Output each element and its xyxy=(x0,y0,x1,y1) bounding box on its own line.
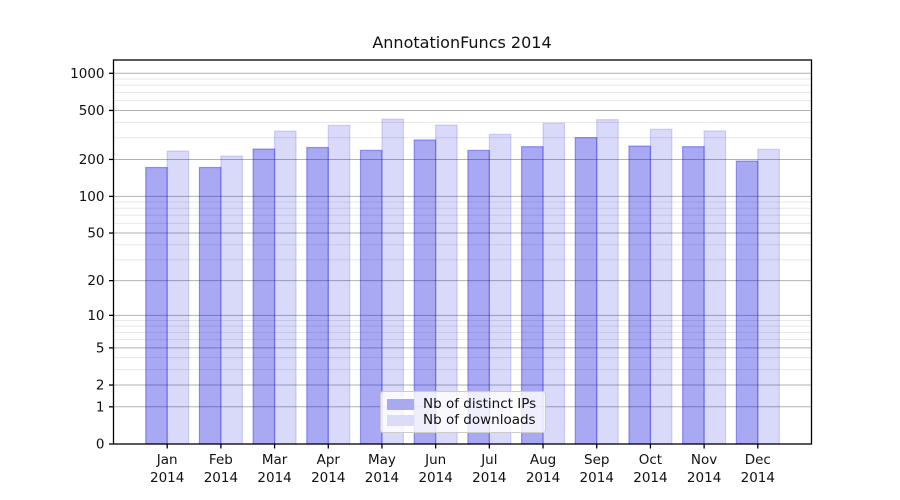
bar-distinct-ips-oct xyxy=(628,145,652,445)
bar-distinct-ips-jan xyxy=(145,166,168,445)
x-tick-label: Apr xyxy=(317,452,341,468)
bar-distinct-ips-sep xyxy=(574,136,598,445)
bar-distinct-ips-dec xyxy=(735,160,759,445)
x-tick-label: Nov xyxy=(691,452,717,468)
bar-downloads-oct xyxy=(649,128,673,445)
bar-downloads-nov xyxy=(703,130,727,445)
bar-distinct-ips-feb xyxy=(198,166,222,445)
y-tick-label: 10 xyxy=(87,308,104,324)
y-tick-label: 0 xyxy=(96,437,105,453)
x-tick-label-year: 2014 xyxy=(311,470,345,486)
bar-downloads-apr xyxy=(327,124,351,445)
x-tick-label: May xyxy=(368,452,396,468)
x-tick-label-year: 2014 xyxy=(365,470,399,486)
legend-item: Nb of downloads xyxy=(387,412,536,428)
y-tick-label: 100 xyxy=(79,189,105,205)
legend-label: Nb of downloads xyxy=(423,412,536,428)
x-tick-label-year: 2014 xyxy=(741,470,775,486)
legend: Nb of distinct IPs Nb of downloads xyxy=(380,391,546,433)
x-tick-label: Jul xyxy=(480,452,497,468)
x-tick-label-year: 2014 xyxy=(526,470,560,486)
bar-distinct-ips-mar xyxy=(252,148,276,445)
y-tick-label: 20 xyxy=(87,273,104,289)
x-tick-label-year: 2014 xyxy=(687,470,721,486)
legend-item: Nb of distinct IPs xyxy=(387,396,536,412)
legend-label: Nb of distinct IPs xyxy=(423,396,537,412)
bar-downloads-feb xyxy=(220,155,243,445)
x-tick-label: Mar xyxy=(262,452,288,468)
y-tick-label: 1 xyxy=(96,399,105,415)
chart-title: AnnotationFuncs 2014 xyxy=(372,33,552,52)
bar-downloads-mar xyxy=(273,130,297,445)
bar-distinct-ips-nov xyxy=(682,146,705,445)
x-tick-label-year: 2014 xyxy=(257,470,291,486)
x-tick-label-year: 2014 xyxy=(580,470,614,486)
legend-swatch-downloads xyxy=(387,414,414,426)
plot-border xyxy=(112,59,813,445)
y-tick-label: 50 xyxy=(87,226,104,242)
y-tick-label: 5 xyxy=(96,340,105,356)
x-tick-label: Jun xyxy=(424,452,446,468)
x-tick-label: Jan xyxy=(156,452,178,468)
bar-distinct-ips-may xyxy=(359,149,383,445)
x-tick-label-year: 2014 xyxy=(204,470,238,486)
x-tick-label-year: 2014 xyxy=(418,470,452,486)
bar-downloads-aug xyxy=(542,122,566,445)
bar-downloads-jan xyxy=(166,150,190,445)
x-tick-label: Feb xyxy=(209,452,233,468)
bar-distinct-ips-apr xyxy=(306,146,329,445)
y-tick-label: 200 xyxy=(79,152,105,168)
x-tick-label: Aug xyxy=(530,452,556,468)
bar-downloads-dec xyxy=(757,148,780,445)
x-tick-label: Oct xyxy=(639,452,662,468)
y-tick-label: 500 xyxy=(79,103,105,119)
y-tick-label: 1000 xyxy=(70,66,104,82)
bar-downloads-sep xyxy=(596,119,619,445)
legend-swatch-distinct-ips xyxy=(387,398,414,410)
x-tick-label: Sep xyxy=(584,452,609,468)
x-tick-label-year: 2014 xyxy=(633,470,667,486)
x-tick-label: Dec xyxy=(745,452,771,468)
y-tick-label: 2 xyxy=(96,378,105,394)
x-tick-label-year: 2014 xyxy=(150,470,184,486)
x-tick-label-year: 2014 xyxy=(472,470,506,486)
